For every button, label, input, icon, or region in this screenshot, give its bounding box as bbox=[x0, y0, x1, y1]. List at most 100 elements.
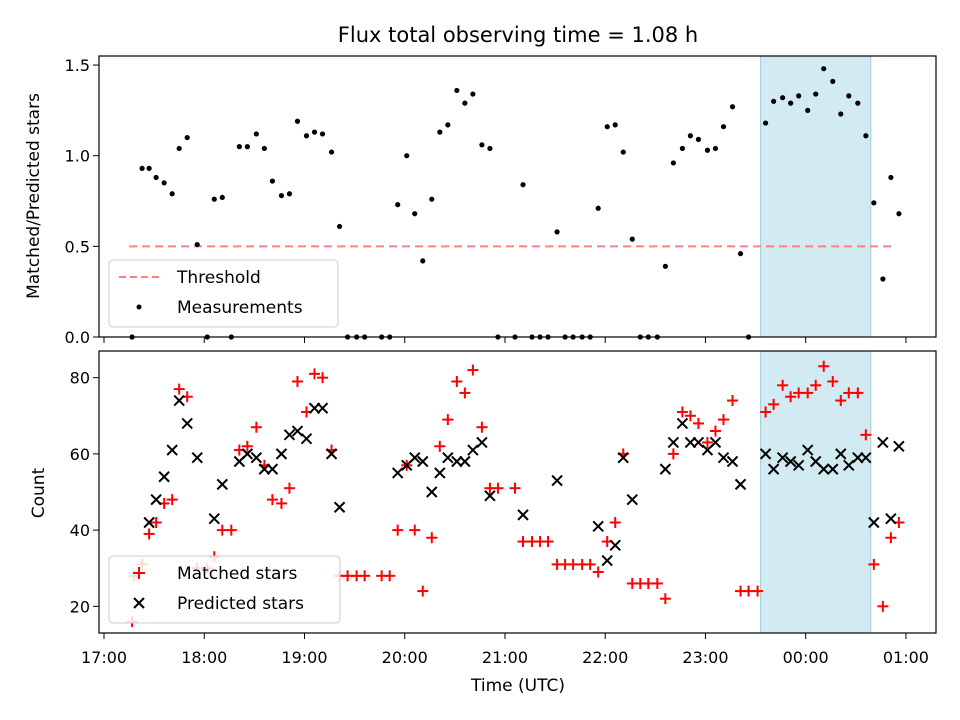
predicted-star-point bbox=[676, 417, 689, 430]
predicted-star-point bbox=[893, 440, 905, 452]
measurement-point bbox=[871, 200, 877, 206]
matched-star-point bbox=[459, 387, 471, 399]
measurement-point bbox=[830, 78, 836, 84]
predicted-star-point bbox=[517, 509, 529, 521]
matched-star-point bbox=[659, 593, 671, 605]
measurement-point bbox=[863, 133, 869, 139]
measurement-point bbox=[604, 124, 610, 130]
measurement-point bbox=[336, 223, 343, 230]
matched-star-point bbox=[166, 494, 178, 506]
matched-star-point bbox=[426, 532, 438, 544]
matched-star-point bbox=[266, 494, 278, 506]
bottom-ytick-label: 60 bbox=[70, 445, 90, 464]
measurement-point bbox=[278, 192, 285, 199]
matched-star-point bbox=[609, 516, 621, 528]
measurement-point bbox=[695, 136, 702, 142]
measurement-point bbox=[771, 98, 777, 104]
matched-star-point bbox=[592, 566, 604, 578]
matched-star-point bbox=[877, 600, 889, 612]
matched-star-point bbox=[760, 406, 772, 418]
predicted-star-point bbox=[275, 448, 288, 460]
legend-predicted-swatch bbox=[133, 597, 145, 609]
measurement-point bbox=[821, 66, 827, 72]
predicted-star-point bbox=[601, 554, 613, 567]
matched-star-point bbox=[860, 429, 872, 441]
measurement-point bbox=[445, 122, 451, 128]
bottom-ytick-label: 80 bbox=[70, 369, 90, 388]
predicted-star-point bbox=[726, 455, 739, 468]
bottom-xtick-label: 00:00 bbox=[783, 648, 829, 667]
predicted-star-point bbox=[250, 451, 263, 464]
measurement-point bbox=[612, 122, 618, 128]
measurement-point bbox=[420, 258, 426, 264]
matched-star-point bbox=[768, 398, 780, 410]
bottom-ytick-label: 40 bbox=[70, 521, 90, 540]
measurement-point bbox=[670, 160, 676, 166]
measurement-point bbox=[236, 144, 242, 150]
measurement-point bbox=[311, 129, 318, 135]
top-panel: 0.0 0.5 1.0 1.5 Matched/Predicted stars Thr… bbox=[24, 55, 937, 347]
measurement-point bbox=[161, 180, 167, 186]
predicted-star-point bbox=[459, 455, 471, 468]
top-legend: Threshold Measurements bbox=[108, 259, 339, 328]
predicted-star-point bbox=[316, 402, 329, 414]
predicted-star-point bbox=[667, 436, 680, 449]
measurement-point bbox=[805, 107, 811, 113]
measurement-point bbox=[595, 205, 601, 211]
measurement-point bbox=[319, 131, 326, 137]
measurement-point bbox=[846, 93, 852, 99]
matched-star-point bbox=[317, 372, 329, 384]
measurement-point bbox=[294, 118, 301, 124]
measurement-point bbox=[395, 202, 401, 208]
matched-star-point bbox=[717, 414, 729, 426]
matched-star-point bbox=[451, 375, 463, 387]
predicted-star-point bbox=[868, 516, 880, 529]
top-ytick-label: 0.5 bbox=[65, 237, 90, 256]
bottom-xtick-label: 22:00 bbox=[582, 648, 628, 667]
bottom-xtick-label: 01:00 bbox=[883, 648, 929, 667]
measurement-point bbox=[788, 100, 794, 106]
measurement-point bbox=[219, 194, 225, 201]
matched-star-point bbox=[785, 391, 797, 403]
matched-star-point bbox=[692, 417, 704, 429]
matched-star-point bbox=[434, 440, 446, 452]
measurement-point bbox=[780, 95, 786, 101]
matched-star-point bbox=[291, 375, 303, 387]
predicted-star-point bbox=[266, 463, 279, 475]
measurement-point bbox=[184, 134, 190, 141]
predicted-star-point bbox=[208, 512, 220, 525]
predicted-star-point bbox=[166, 444, 178, 456]
top-highlight-span bbox=[760, 55, 872, 338]
predicted-star-point bbox=[835, 448, 847, 460]
predicted-star-point bbox=[784, 455, 797, 468]
predicted-star-point bbox=[626, 493, 638, 506]
predicted-star-point bbox=[734, 478, 747, 491]
predicted-star-point bbox=[150, 493, 162, 506]
measurement-point bbox=[896, 211, 902, 217]
matched-star-point bbox=[283, 482, 295, 494]
matched-star-point bbox=[542, 536, 554, 548]
measurement-point bbox=[762, 120, 769, 126]
measurement-point bbox=[253, 131, 259, 137]
measurement-point bbox=[454, 87, 460, 94]
matched-star-point bbox=[818, 360, 830, 372]
predicted-star-point bbox=[827, 463, 839, 475]
measurement-point bbox=[888, 174, 894, 181]
matched-star-point bbox=[651, 577, 663, 589]
chart-title: Flux total observing time = 1.08 h bbox=[338, 23, 698, 47]
predicted-star-point bbox=[216, 478, 229, 491]
matched-star-point bbox=[509, 482, 521, 494]
matched-star-point bbox=[143, 528, 155, 540]
matched-star-point bbox=[417, 585, 429, 597]
measurement-point bbox=[153, 174, 159, 181]
measurement-point bbox=[838, 111, 844, 117]
predicted-star-point bbox=[717, 451, 730, 464]
measurement-point bbox=[479, 142, 485, 148]
top-legend-box bbox=[108, 259, 339, 328]
matched-star-point bbox=[359, 570, 371, 582]
matched-star-point bbox=[727, 395, 739, 407]
top-ytick-label: 1.5 bbox=[65, 56, 90, 75]
matched-star-point bbox=[835, 395, 847, 407]
top-y-axis-label: Matched/Predicted stars bbox=[24, 93, 44, 299]
